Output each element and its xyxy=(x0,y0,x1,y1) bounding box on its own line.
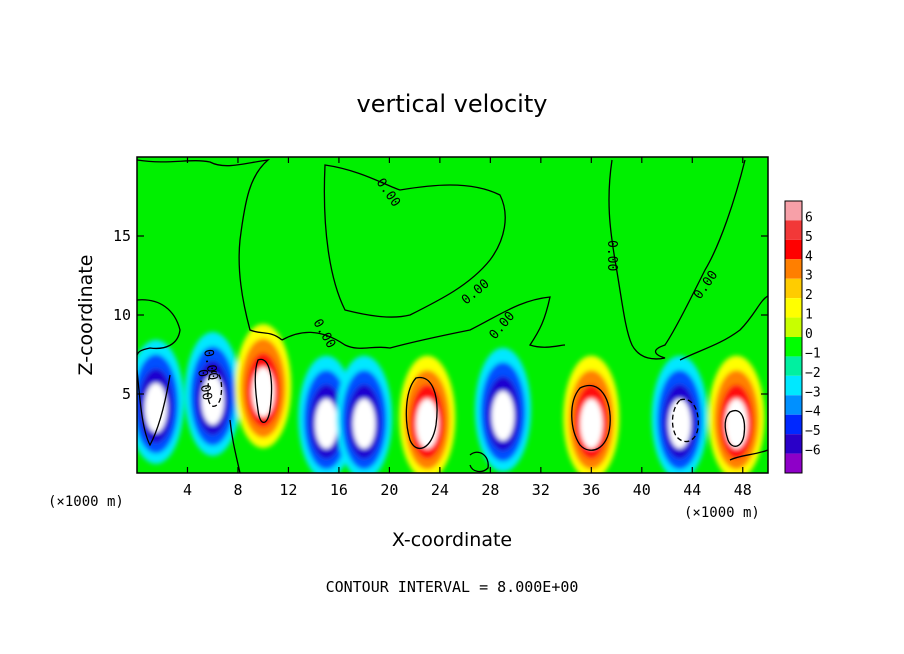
colorbar-swatch xyxy=(785,278,802,299)
y-axis: 5 10 15 xyxy=(113,227,768,403)
x-unit-label-left: (×1000 m) xyxy=(48,494,124,510)
colorbar-swatch xyxy=(785,453,802,473)
x-tick-label: 28 xyxy=(481,481,499,499)
colorbar-tick-label: 0 xyxy=(805,327,813,342)
zero-contour xyxy=(137,299,181,356)
colorbar-swatch xyxy=(785,337,802,357)
contour-interval-note: CONTOUR INTERVAL = 8.000E+00 xyxy=(326,578,579,596)
x-tick-label: 4 xyxy=(183,481,192,499)
x-tick-label: 32 xyxy=(532,481,550,499)
x-tick-label: 24 xyxy=(431,481,449,499)
colorbar-tick-label: 2 xyxy=(805,288,813,303)
y-tick-label: 10 xyxy=(113,306,131,324)
negative-contour xyxy=(671,398,699,443)
x-tick-label: 8 xyxy=(233,481,242,499)
colorbar-swatch xyxy=(785,259,802,279)
x-axis-label: X-coordinate xyxy=(392,529,512,551)
zero-contour xyxy=(229,419,241,473)
x-tick-label: 20 xyxy=(380,481,398,499)
colorbar-swatch xyxy=(785,317,802,337)
colorbar-tick-label: −4 xyxy=(805,405,821,420)
x-tick-label: 40 xyxy=(633,481,651,499)
colorbar-swatch xyxy=(785,375,802,396)
downdraft-cell xyxy=(491,391,515,441)
colorbar-tick-label: 3 xyxy=(805,269,813,284)
positive-contour xyxy=(254,358,273,424)
colorbar-swatch xyxy=(785,434,802,454)
heatmap-plot-area: 0.00 0.00 0.00 0.00 0.00 0.00 0.00 0.00 xyxy=(137,157,768,473)
y-tick-label: 15 xyxy=(113,227,131,245)
colorbar-swatch xyxy=(785,201,802,221)
colorbar-tick-label: 4 xyxy=(805,249,813,264)
colorbar-tick-label: −6 xyxy=(805,444,821,459)
colorbar-swatch xyxy=(785,356,802,376)
colorbar: 6 5 4 3 2 1 0 −1 −2 −3 −4 −5 −6 xyxy=(784,200,821,474)
colorbar-tick-label: 6 xyxy=(805,210,813,225)
zero-contour xyxy=(679,295,768,361)
zero-contour xyxy=(469,451,489,473)
x-tick-label: 36 xyxy=(582,481,600,499)
contour-label: 0.00 xyxy=(604,240,619,271)
zero-contour xyxy=(281,296,566,349)
zero-contour xyxy=(323,164,506,318)
zero-contour xyxy=(729,449,768,461)
x-tick-label: 12 xyxy=(279,481,297,499)
heatmap-cells xyxy=(137,324,765,473)
y-axis-label: Z-coordinate xyxy=(75,255,97,376)
y-tick-label: 5 xyxy=(122,385,131,403)
x-tick-label: 48 xyxy=(734,481,752,499)
colorbar-swatch xyxy=(785,298,802,318)
colorbar-swatch xyxy=(785,239,802,260)
positive-contour xyxy=(724,410,746,447)
x-axis: 4 8 12 16 20 24 28 32 36 40 44 48 xyxy=(183,157,752,499)
colorbar-frame xyxy=(784,200,803,474)
updraft-cell xyxy=(416,398,439,449)
zero-contour xyxy=(608,159,746,360)
x-tick-label: 16 xyxy=(330,481,348,499)
downdraft-cell xyxy=(144,383,168,433)
updraft-cell xyxy=(580,398,603,449)
colorbar-swatch xyxy=(785,220,802,240)
colorbar-tick-label: −1 xyxy=(805,346,821,361)
contour-lines xyxy=(137,159,768,473)
contour-label: 0.00 xyxy=(200,348,220,381)
colorbar-tick-label: −2 xyxy=(805,366,821,381)
colorbar-swatch xyxy=(785,414,802,435)
colorbar-swatch xyxy=(785,395,802,415)
positive-contour xyxy=(571,385,611,451)
positive-contour xyxy=(405,376,438,450)
contour-label: 0.00 xyxy=(194,368,214,401)
chart-title: vertical velocity xyxy=(357,90,548,118)
colorbar-tick-label: −3 xyxy=(805,385,821,400)
colorbar-tick-label: −5 xyxy=(805,424,821,439)
downdraft-cell xyxy=(352,398,376,449)
downdraft-cell xyxy=(201,375,224,425)
colorbar-tick-label: 1 xyxy=(805,308,813,323)
colorbar-tick-label: 5 xyxy=(805,230,813,245)
zero-contour xyxy=(137,369,171,447)
negative-contour xyxy=(207,370,223,407)
zero-contour xyxy=(137,159,283,341)
downdraft-cell xyxy=(315,398,338,449)
x-tick-label: 44 xyxy=(683,481,701,499)
x-unit-label-right: (×1000 m) xyxy=(684,505,760,521)
